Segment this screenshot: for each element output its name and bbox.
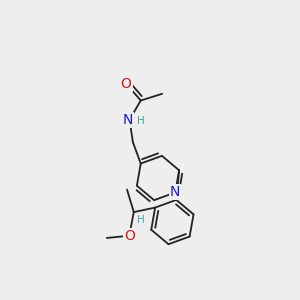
Text: O: O	[121, 77, 132, 91]
Text: N: N	[170, 185, 180, 200]
Text: N: N	[123, 113, 133, 127]
Text: O: O	[124, 229, 135, 243]
Text: H: H	[137, 215, 145, 226]
Text: H: H	[137, 116, 145, 126]
